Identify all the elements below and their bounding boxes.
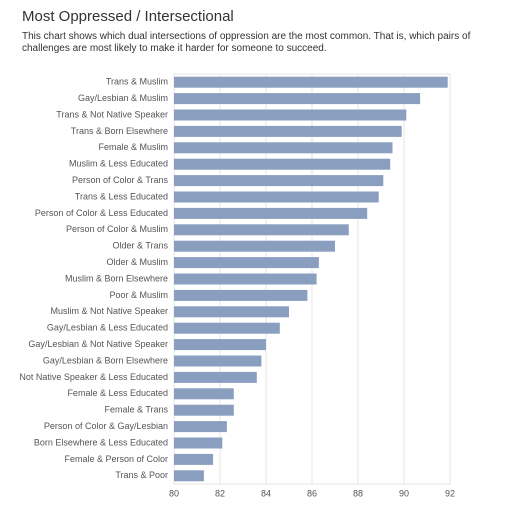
bar xyxy=(174,224,349,236)
x-tick-label: 90 xyxy=(399,488,409,498)
y-tick-label: Person of Color & Less Educated xyxy=(35,208,168,218)
bar xyxy=(174,404,234,416)
y-tick-label: Gay/Lesbian & Less Educated xyxy=(47,323,168,333)
bar xyxy=(174,93,421,105)
y-tick-label: Muslim & Born Elsewhere xyxy=(65,273,168,283)
y-tick-label: Older & Muslim xyxy=(106,257,168,267)
chart-subtitle: This chart shows which dual intersection… xyxy=(22,31,471,54)
bar xyxy=(174,453,214,465)
x-tick-label: 84 xyxy=(261,488,271,498)
bar xyxy=(174,437,223,449)
bar xyxy=(174,306,289,318)
y-tick-label: Person of Color & Gay/Lesbian xyxy=(44,421,168,431)
bar xyxy=(174,240,335,252)
bar xyxy=(174,142,393,154)
y-tick-label: Gay/Lesbian & Not Native Speaker xyxy=(28,339,168,349)
y-tick-label: Trans & Muslim xyxy=(106,77,168,87)
y-tick-label: Muslim & Not Native Speaker xyxy=(50,306,168,316)
y-tick-label: Trans & Born Elsewhere xyxy=(71,126,168,136)
y-tick-label: Born Elsewhere & Less Educated xyxy=(34,437,168,447)
bar xyxy=(174,289,308,301)
bar xyxy=(174,388,234,400)
x-tick-label: 88 xyxy=(353,488,363,498)
bar xyxy=(174,125,402,137)
y-tick-label: Female & Muslim xyxy=(98,142,168,152)
y-tick-label: Person of Color & Muslim xyxy=(66,224,168,234)
bar xyxy=(174,191,379,203)
y-tick-label: Trans & Less Educated xyxy=(75,191,168,201)
y-tick-label: Female & Less Educated xyxy=(67,388,168,398)
bar xyxy=(174,175,384,187)
bar xyxy=(174,207,368,219)
bar xyxy=(174,339,266,351)
y-tick-label: Trans & Not Native Speaker xyxy=(56,109,168,119)
bar xyxy=(174,371,257,383)
bar xyxy=(174,76,448,88)
bar xyxy=(174,421,227,433)
y-tick-label: Trans & Poor xyxy=(115,470,168,480)
bar xyxy=(174,355,262,367)
bar xyxy=(174,322,280,334)
y-tick-label: Female & Trans xyxy=(104,405,168,415)
y-tick-label: Not Native Speaker & Less Educated xyxy=(19,372,168,382)
y-tick-label: Gay/Lesbian & Born Elsewhere xyxy=(43,355,168,365)
bar xyxy=(174,109,407,121)
x-tick-label: 92 xyxy=(445,488,455,498)
chart-title: Most Oppressed / Intersectional xyxy=(22,8,234,25)
x-tick-label: 80 xyxy=(169,488,179,498)
y-tick-label: Older & Trans xyxy=(112,241,168,251)
bar xyxy=(174,158,391,170)
y-tick-label: Gay/Lesbian & Muslim xyxy=(78,93,168,103)
bar xyxy=(174,273,317,285)
y-tick-label: Person of Color & Trans xyxy=(72,175,169,185)
y-tick-label: Female & Person of Color xyxy=(64,454,168,464)
y-tick-label: Poor & Muslim xyxy=(109,290,168,300)
x-tick-label: 86 xyxy=(307,488,317,498)
bar xyxy=(174,257,319,269)
x-tick-label: 82 xyxy=(215,488,225,498)
bar xyxy=(174,470,204,482)
y-tick-label: Muslim & Less Educated xyxy=(69,159,168,169)
